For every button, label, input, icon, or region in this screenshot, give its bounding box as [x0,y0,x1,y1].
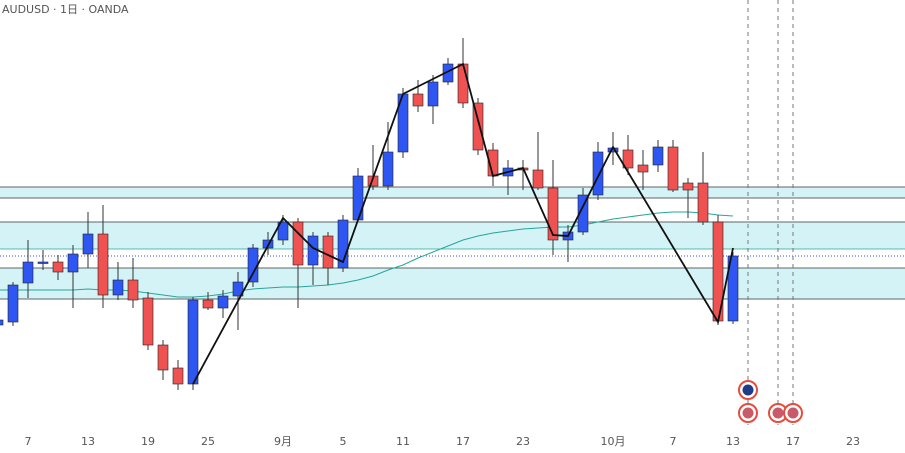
candle-body [427,81,439,107]
candle-body [202,299,214,309]
chart-title: AUDUSD · 1日 · OANDA [2,3,129,16]
candle-body [457,63,469,104]
candle-body [0,319,4,326]
candle-body [142,297,154,346]
candle-body [187,299,199,385]
candle-body [157,344,169,371]
candle-body [412,93,424,107]
candle-body [472,102,484,151]
candle-body [592,151,604,196]
zigzag [192,62,734,385]
x-tick-label: 9月 [274,435,292,448]
candle-body [127,279,139,301]
candle-body [37,261,49,264]
candle-body [337,219,349,269]
x-tick-label: 5 [340,435,347,448]
x-tick-label: 23 [846,435,860,448]
candle-body [532,169,544,189]
candle-body [22,261,34,284]
zone [0,187,905,198]
future-markers [738,0,803,425]
candle-body [727,255,739,322]
candle-body [622,149,634,169]
candle-body [172,367,184,385]
zone [0,222,905,249]
event-icon [787,407,799,419]
candle-body [577,194,589,233]
candle-body [7,284,19,323]
candle-body [382,151,394,187]
candle-body [637,164,649,173]
x-tick-label: 11 [396,435,410,448]
candle-body [67,253,79,273]
candle-body [277,221,289,241]
x-tick-label: 10月 [601,435,626,448]
plot: 7 13 19 25 9月 5 11 17 23 10月 7 13 17 23 [0,38,905,448]
candle-body [667,146,679,191]
candle-body [352,175,364,221]
candle-body [547,187,559,241]
candle-body [52,261,64,273]
candle-body [232,281,244,297]
candle-body [682,182,694,191]
x-tick-label: 7 [25,435,32,448]
candle-body [652,146,664,166]
candle-body [97,233,109,296]
x-tick-label: 13 [726,435,740,448]
candle-body [217,295,229,309]
event-icon [742,407,754,419]
candle-body [697,182,709,223]
candle-body [112,279,124,296]
candle-body [322,235,334,269]
event-icon [772,407,784,419]
x-tick-label: 7 [670,435,677,448]
x-tick-label: 23 [516,435,530,448]
event-icon [742,384,754,396]
x-tick-label: 25 [201,435,215,448]
x-tick-label: 19 [141,435,155,448]
candle-body [292,221,304,266]
x-tick-label: 17 [786,435,800,448]
candle-body [82,233,94,255]
x-tick-label: 13 [81,435,95,448]
x-tick-label: 17 [456,435,470,448]
